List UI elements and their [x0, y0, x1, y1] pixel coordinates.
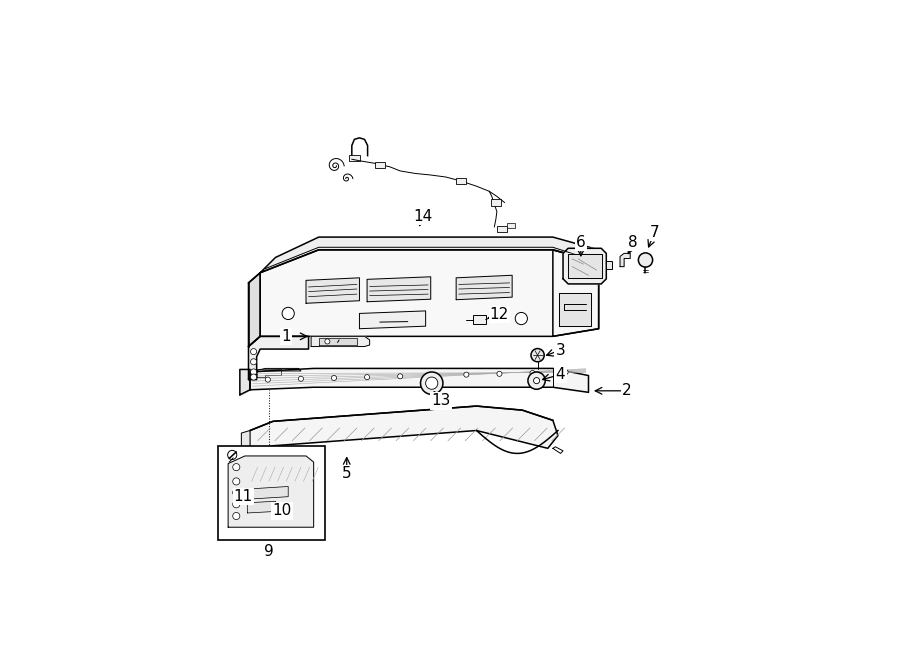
Bar	[374, 162, 385, 168]
Polygon shape	[248, 501, 275, 513]
Text: 9: 9	[265, 544, 274, 559]
Polygon shape	[248, 486, 288, 499]
Circle shape	[528, 372, 545, 389]
Text: 10: 10	[273, 504, 292, 518]
Polygon shape	[239, 369, 250, 395]
Bar	[507, 223, 515, 228]
Circle shape	[282, 307, 294, 319]
Text: 14: 14	[413, 210, 433, 224]
Circle shape	[497, 371, 502, 376]
Circle shape	[534, 377, 540, 383]
Circle shape	[233, 489, 239, 496]
Polygon shape	[620, 253, 630, 266]
Circle shape	[233, 463, 239, 471]
Circle shape	[250, 374, 256, 380]
Text: 12: 12	[490, 307, 509, 322]
Circle shape	[426, 377, 437, 389]
Text: 11: 11	[234, 489, 253, 504]
Polygon shape	[250, 406, 558, 451]
Polygon shape	[241, 430, 250, 453]
Text: 6: 6	[576, 235, 586, 250]
Circle shape	[266, 377, 270, 382]
Polygon shape	[359, 311, 426, 329]
Text: 2: 2	[622, 383, 632, 399]
Polygon shape	[250, 368, 589, 393]
Circle shape	[431, 373, 436, 378]
Polygon shape	[456, 275, 512, 299]
Polygon shape	[248, 336, 309, 379]
Text: 4: 4	[555, 367, 565, 382]
Text: 1: 1	[281, 329, 291, 344]
Text: 3: 3	[555, 342, 565, 358]
Circle shape	[531, 348, 544, 362]
Text: 7: 7	[650, 225, 660, 239]
Circle shape	[233, 478, 239, 485]
Text: 8: 8	[628, 235, 638, 250]
Circle shape	[250, 359, 256, 365]
Circle shape	[228, 450, 237, 459]
Circle shape	[331, 375, 337, 381]
Circle shape	[233, 501, 239, 508]
Bar	[497, 226, 507, 232]
Polygon shape	[306, 278, 359, 303]
Polygon shape	[311, 336, 370, 346]
Circle shape	[325, 339, 330, 344]
Circle shape	[364, 375, 370, 379]
Polygon shape	[260, 250, 598, 336]
Circle shape	[563, 369, 568, 375]
Polygon shape	[367, 277, 431, 301]
Circle shape	[530, 370, 536, 375]
Bar	[349, 155, 361, 161]
Bar	[491, 200, 501, 206]
Circle shape	[464, 372, 469, 377]
Polygon shape	[568, 254, 602, 278]
Bar	[218, 446, 325, 540]
Circle shape	[233, 512, 239, 520]
Bar	[473, 315, 486, 324]
Circle shape	[250, 369, 256, 375]
Polygon shape	[228, 456, 313, 527]
Circle shape	[638, 253, 652, 267]
Text: 13: 13	[431, 393, 451, 408]
Circle shape	[420, 372, 443, 395]
Polygon shape	[319, 338, 357, 345]
Text: 5: 5	[342, 466, 352, 481]
Polygon shape	[248, 273, 260, 346]
Polygon shape	[559, 293, 591, 326]
Circle shape	[299, 376, 303, 381]
Circle shape	[250, 348, 256, 355]
Circle shape	[398, 373, 402, 379]
Polygon shape	[260, 237, 598, 273]
Bar	[456, 178, 466, 184]
Circle shape	[515, 313, 527, 325]
Bar	[607, 261, 612, 268]
Polygon shape	[563, 249, 607, 284]
